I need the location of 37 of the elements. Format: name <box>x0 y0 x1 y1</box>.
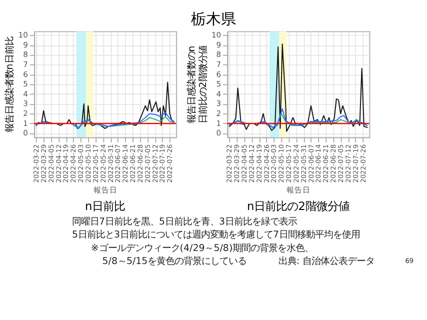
y-tick-label: 3 <box>23 99 28 108</box>
y-tick-label: 9 <box>216 40 222 50</box>
line-series <box>228 43 368 132</box>
line-series <box>228 108 368 128</box>
y-axis-title: 報告日感染者数のn日前比の2階微分値 <box>186 46 209 124</box>
y-tick-label: 0 <box>216 128 222 138</box>
y-tick-label: 10 <box>18 30 28 40</box>
y-tick-label: 0 <box>23 128 28 138</box>
y-tick-label: 4 <box>23 89 28 98</box>
text: 5/8～5/15を黄色の背景にしている <box>102 256 247 268</box>
y-tick-label: 7 <box>216 60 222 69</box>
y-tick-label: 1 <box>23 118 28 128</box>
y-tick-label: 6 <box>216 70 222 79</box>
y-tick-label: 10 <box>211 30 222 40</box>
text: 同曜日7日前比を黒、5日前比を青、3日前比を緑で表示 <box>72 216 298 228</box>
text: n日前比 <box>84 198 126 213</box>
y-tick-label: 5 <box>23 80 28 89</box>
y-tick-label: 5 <box>216 80 222 89</box>
y-tick-label: 8 <box>216 50 222 60</box>
source-note: 出典: 自治体公表データ <box>278 256 375 268</box>
x-axis-title: 報告日 <box>94 185 118 194</box>
text: 5日前比と3日前比については週内変動を考慮して7日間移動平均を使用 <box>72 230 360 241</box>
text: n日前比の2階微分値 <box>247 198 350 213</box>
y-tick-label: 6 <box>23 70 28 79</box>
y-tick-label: 9 <box>23 40 28 50</box>
y-tick-label: 8 <box>23 50 28 60</box>
y-axis-title: 報告日感染者数n日前比 <box>4 36 16 133</box>
y-tick-label: 3 <box>216 99 222 108</box>
y-tick-label: 2 <box>23 109 28 118</box>
text: ※ゴールデンウィーク(4/29～5/8)期間の背景を水色、 <box>90 242 314 254</box>
x-axis-title: 報告日 <box>286 185 311 194</box>
text: 栃木県 <box>190 10 236 28</box>
y-tick-label: 1 <box>216 118 222 128</box>
line-series <box>36 82 174 129</box>
y-tick-label: 2 <box>216 109 222 118</box>
y-tick-label: 7 <box>23 60 28 69</box>
y-tick-label: 4 <box>216 89 222 98</box>
